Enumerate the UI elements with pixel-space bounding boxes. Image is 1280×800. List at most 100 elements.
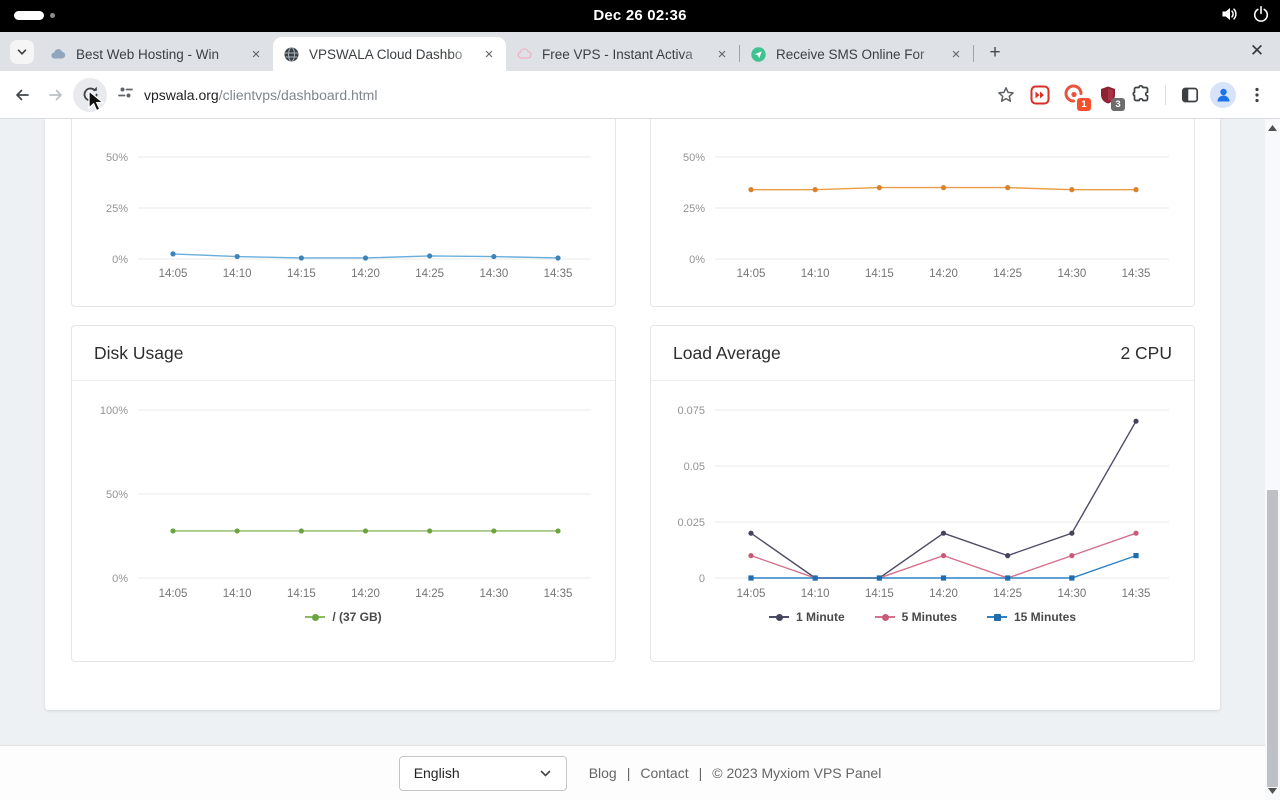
- line-chart[interactable]: 100% 50% 0% 14:05 14:10 14:15 14:20 14:25 14:30 1…: [72, 326, 615, 661]
- workspace-pill-indicator[interactable]: [14, 11, 44, 20]
- scrollbar-thumb[interactable]: [1267, 490, 1278, 787]
- svg-text:14:05: 14:05: [737, 268, 766, 280]
- legend-item[interactable]: 5 Minutes: [874, 610, 957, 624]
- chart-card-cpu-usage: 50% 25% 0% 14:05 14:10 14:15 14:20 14:25 14:30 14…: [71, 119, 616, 307]
- globe-dark-icon: [283, 46, 300, 63]
- contact-link[interactable]: Contact: [640, 765, 689, 781]
- card-header: Load Average 2 CPU: [651, 326, 1194, 381]
- legend-label: 15 Minutes: [1014, 610, 1077, 624]
- svg-text:14:30: 14:30: [1057, 588, 1086, 600]
- tab-close-icon[interactable]: ×: [717, 45, 727, 63]
- card-title: Disk Usage: [94, 342, 184, 363]
- extensions-puzzle-icon[interactable]: [1128, 81, 1155, 108]
- svg-text:14:10: 14:10: [801, 588, 830, 600]
- svg-text:50%: 50%: [106, 152, 128, 164]
- power-icon[interactable]: [1252, 5, 1270, 28]
- chart-card-ram-usage: 50% 25% 0% 14:05 14:10 14:15 14:20 14:25 14:30 14…: [650, 119, 1195, 307]
- svg-text:0: 0: [699, 573, 705, 585]
- system-top-bar: Dec 26 02:36: [0, 0, 1280, 32]
- svg-text:14:20: 14:20: [929, 268, 958, 280]
- page-footer: English Blog | Contact | © 2023 Myxiom V…: [0, 745, 1280, 800]
- system-clock[interactable]: Dec 26 02:36: [593, 7, 687, 24]
- svg-text:0.05: 0.05: [684, 461, 705, 473]
- svg-text:50%: 50%: [683, 152, 705, 164]
- tab-free-vps[interactable]: Free VPS - Instant Activa ×: [506, 37, 739, 71]
- blog-link[interactable]: Blog: [588, 765, 617, 781]
- language-select[interactable]: English: [398, 755, 567, 791]
- tab-separator: [973, 45, 974, 62]
- svg-text:14:05: 14:05: [159, 268, 188, 280]
- tab-search-button[interactable]: [10, 40, 34, 64]
- svg-text:50%: 50%: [106, 489, 128, 501]
- svg-text:14:20: 14:20: [929, 588, 958, 600]
- tab-close-icon[interactable]: ×: [951, 45, 961, 63]
- svg-text:14:25: 14:25: [993, 268, 1022, 280]
- card-title: Load Average: [673, 342, 781, 363]
- workspace-dot-indicator[interactable]: [50, 13, 55, 18]
- cloud-blue-icon: [50, 46, 67, 63]
- back-button[interactable]: [5, 78, 39, 112]
- window-close-icon[interactable]: ✕: [1249, 41, 1265, 60]
- svg-text:0%: 0%: [112, 254, 128, 266]
- svg-text:0.075: 0.075: [677, 405, 705, 417]
- side-panel-icon[interactable]: [1176, 81, 1203, 108]
- svg-text:14:20: 14:20: [351, 268, 380, 280]
- svg-text:14:30: 14:30: [479, 268, 508, 280]
- tab-title: VPSWALA Cloud Dashbo: [309, 46, 463, 62]
- cpu-count-label: 2 CPU: [1120, 342, 1172, 363]
- tab-best-web-hosting[interactable]: Best Web Hosting - Win ×: [40, 37, 273, 71]
- svg-text:25%: 25%: [106, 203, 128, 215]
- svg-text:14:30: 14:30: [479, 588, 508, 600]
- new-tab-button[interactable]: +: [989, 42, 1001, 63]
- toolbar-separator: [1165, 84, 1166, 105]
- tab-receive-sms[interactable]: Receive SMS Online For ×: [740, 37, 973, 71]
- tab-close-icon[interactable]: ×: [251, 45, 261, 63]
- url-path: /clientvps/dashboard.html: [218, 86, 378, 103]
- svg-text:14:35: 14:35: [544, 268, 573, 280]
- url-text[interactable]: vpswala.org/clientvps/dashboard.html: [144, 87, 377, 103]
- legend-label: / (37 GB): [332, 610, 382, 624]
- forward-button[interactable]: [39, 78, 73, 112]
- legend-item[interactable]: 15 Minutes: [987, 610, 1076, 624]
- browser-toolbar: vpswala.org/clientvps/dashboard.html 1 3: [0, 71, 1280, 119]
- site-info-icon[interactable]: [117, 84, 134, 106]
- svg-text:14:10: 14:10: [223, 268, 252, 280]
- line-chart[interactable]: 50% 25% 0% 14:05 14:10 14:15 14:20 14:25 14:30 14…: [651, 119, 1194, 306]
- legend-label: 5 Minutes: [901, 610, 957, 624]
- svg-text:14:35: 14:35: [1122, 588, 1151, 600]
- tab-close-icon[interactable]: ×: [484, 45, 494, 63]
- svg-text:14:15: 14:15: [287, 268, 316, 280]
- scroll-down-icon[interactable]: [1265, 784, 1280, 798]
- extension-badge: 1: [1077, 98, 1091, 111]
- svg-text:14:30: 14:30: [1057, 268, 1086, 280]
- svg-text:0.025: 0.025: [677, 517, 705, 529]
- bookmark-star-icon[interactable]: [992, 81, 1019, 108]
- copyright-text: © 2023 Myxiom VPS Panel: [712, 765, 882, 781]
- svg-text:25%: 25%: [683, 203, 705, 215]
- extension-badge: 3: [1111, 98, 1125, 111]
- legend-item[interactable]: 1 Minute: [768, 610, 845, 624]
- legend-item[interactable]: / (37 GB): [305, 610, 382, 624]
- browser-menu-kebab-icon[interactable]: [1243, 81, 1270, 108]
- volume-icon[interactable]: [1220, 5, 1238, 28]
- reload-button[interactable]: [73, 77, 107, 112]
- extension-fastforward-icon[interactable]: [1026, 81, 1053, 108]
- scroll-up-icon[interactable]: [1265, 121, 1280, 135]
- extension-adguard-icon[interactable]: 1: [1060, 81, 1091, 111]
- url-domain: vpswala.org: [144, 86, 219, 103]
- line-chart[interactable]: 50% 25% 0% 14:05 14:10 14:15 14:20 14:25 14:30 14…: [72, 119, 615, 306]
- profile-avatar[interactable]: [1210, 81, 1236, 108]
- legend-swatch-icon: [987, 613, 1007, 621]
- address-bar[interactable]: vpswala.org/clientvps/dashboard.html: [117, 78, 984, 112]
- tab-title: Free VPS - Instant Activa: [542, 46, 693, 62]
- legend-swatch-icon: [768, 613, 789, 621]
- svg-text:14:10: 14:10: [801, 268, 830, 280]
- svg-text:0%: 0%: [112, 573, 128, 585]
- vertical-scrollbar[interactable]: [1265, 119, 1280, 800]
- cloud-pink-icon: [516, 46, 533, 63]
- line-chart[interactable]: 0.075 0.05 0.025 0 14:05 14:10 14:15 14:20 14:25…: [651, 326, 1194, 661]
- tab-vpswala-dashboard[interactable]: VPSWALA Cloud Dashbo ×: [273, 37, 506, 71]
- page-viewport: 50% 25% 0% 14:05 14:10 14:15 14:20 14:25 14:30 14…: [0, 119, 1280, 800]
- extension-ublock-icon[interactable]: 3: [1094, 81, 1125, 111]
